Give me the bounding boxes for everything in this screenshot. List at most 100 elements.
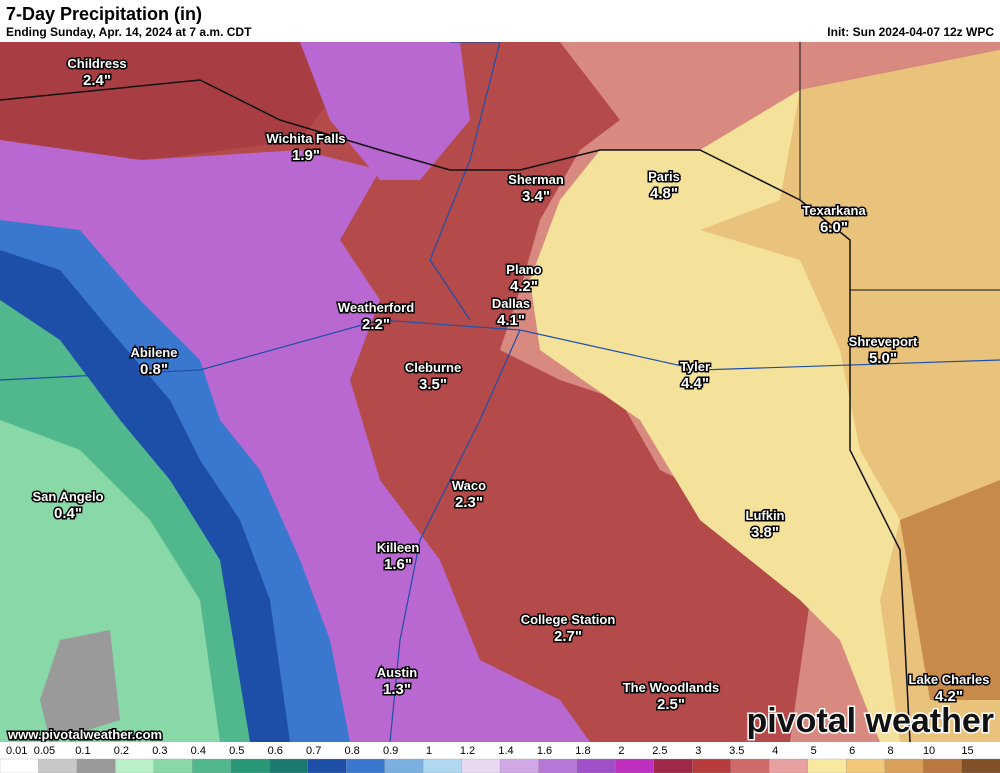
- city-value: 2.5": [657, 696, 685, 713]
- city-value: 2.4": [83, 72, 111, 89]
- legend-swatch: [115, 758, 155, 773]
- city-value: 0.8": [140, 361, 168, 378]
- precip-field: [0, 42, 1000, 742]
- legend-swatch: [0, 758, 40, 773]
- city-value: 3.5": [419, 376, 447, 393]
- legend-label: 8: [888, 745, 894, 757]
- legend-swatch: [76, 758, 117, 773]
- city-name: Childress: [67, 56, 126, 71]
- legend-swatch: [153, 758, 193, 773]
- city-name: Paris: [648, 169, 680, 184]
- legend-label: 6: [849, 745, 855, 757]
- legend-swatch: [269, 758, 309, 773]
- legend-label: 0.4: [191, 745, 206, 757]
- legend-swatch: [692, 758, 732, 773]
- legend-label: 10: [923, 745, 935, 757]
- city-name: Plano: [506, 262, 541, 277]
- legend-swatch: [307, 758, 347, 773]
- city-value: 2.3": [455, 494, 483, 511]
- city-value: 6.0": [820, 219, 848, 236]
- city-value: 0.4": [54, 505, 82, 522]
- legend-label: 0.01: [6, 745, 27, 757]
- city-name: Cleburne: [405, 360, 461, 375]
- city-name: Killeen: [377, 540, 420, 555]
- legend-label: 0.9: [383, 745, 398, 757]
- legend-swatch: [769, 758, 809, 773]
- city-name: The Woodlands: [623, 680, 720, 695]
- legend-label: 4: [772, 745, 778, 757]
- city-name: Tyler: [680, 359, 710, 374]
- legend-swatch: [422, 758, 463, 773]
- legend-label: 0.2: [114, 745, 129, 757]
- city-name: Abilene: [131, 345, 178, 360]
- city-value: 4.2": [510, 278, 538, 295]
- city-name: Weatherford: [338, 300, 414, 315]
- legend-swatch: [615, 758, 655, 773]
- legend-label: 2: [618, 745, 624, 757]
- legend-label: 0.8: [345, 745, 360, 757]
- city-name: Wichita Falls: [266, 131, 345, 146]
- city-name: Shreveport: [849, 334, 918, 349]
- legend-label: 3.5: [729, 745, 744, 757]
- legend-swatch: [346, 758, 386, 773]
- legend-label: 0.5: [229, 745, 244, 757]
- legend-label: 0.7: [306, 745, 321, 757]
- init-time: Init: Sun 2024-04-07 12z WPC: [827, 25, 994, 39]
- city-value: 2.7": [554, 628, 582, 645]
- legend-label: 0.05: [34, 745, 55, 757]
- legend-swatch: [499, 758, 540, 773]
- legend-label: 1.8: [575, 745, 590, 757]
- legend-label: 2.5: [652, 745, 667, 757]
- city-value: 1.9": [292, 147, 320, 164]
- legend-swatch: [730, 758, 770, 773]
- city-value: 3.8": [751, 524, 779, 541]
- legend-label: 0.6: [268, 745, 283, 757]
- legend-label: 1: [426, 745, 432, 757]
- city-name: San Angelo: [32, 489, 103, 504]
- city-value: 4.1": [497, 312, 525, 329]
- city-value: 4.2": [935, 688, 963, 705]
- legend-swatch: [384, 758, 424, 773]
- website: www.pivotalweather.com: [7, 727, 162, 742]
- legend-swatch: [538, 758, 578, 773]
- watermark: pivotal weather: [746, 702, 994, 740]
- city-value: 4.4": [681, 375, 709, 392]
- city-name: College Station: [521, 612, 616, 627]
- title: 7-Day Precipitation (in): [6, 4, 202, 24]
- legend-swatch: [922, 758, 963, 773]
- city-name: Sherman: [508, 172, 564, 187]
- city-name: Lufkin: [746, 508, 785, 523]
- city-value: 2.2": [362, 316, 390, 333]
- legend-label: 0.1: [75, 745, 90, 757]
- city-value: 1.3": [383, 681, 411, 698]
- subtitle: Ending Sunday, Apr. 14, 2024 at 7 a.m. C…: [6, 25, 252, 39]
- legend-label: 15: [961, 745, 973, 757]
- city-name: Dallas: [492, 296, 530, 311]
- city-value: 3.4": [522, 188, 550, 205]
- legend-swatch: [653, 758, 693, 773]
- legend-swatch: [38, 758, 78, 773]
- legend-swatch: [576, 758, 617, 773]
- legend-swatch: [192, 758, 232, 773]
- legend-label: 1.6: [537, 745, 552, 757]
- legend-swatch: [807, 758, 847, 773]
- city-name: Waco: [452, 478, 486, 493]
- legend-label: 1.2: [460, 745, 475, 757]
- legend-swatch: [461, 758, 501, 773]
- legend-label: 0.3: [152, 745, 167, 757]
- city-name: Lake Charles: [909, 672, 990, 687]
- legend-swatch: [884, 758, 924, 773]
- city-value: 1.6": [384, 556, 412, 573]
- legend-label: 1.4: [498, 745, 513, 757]
- legend-label: 5: [811, 745, 817, 757]
- legend-label: 3: [695, 745, 701, 757]
- city-name: Austin: [377, 665, 418, 680]
- city-value: 5.0": [869, 350, 897, 367]
- city-value: 4.8": [650, 185, 678, 202]
- legend-swatch: [961, 758, 1000, 773]
- legend-swatch: [230, 758, 270, 773]
- city-name: Texarkana: [802, 203, 866, 218]
- legend-swatch: [846, 758, 886, 773]
